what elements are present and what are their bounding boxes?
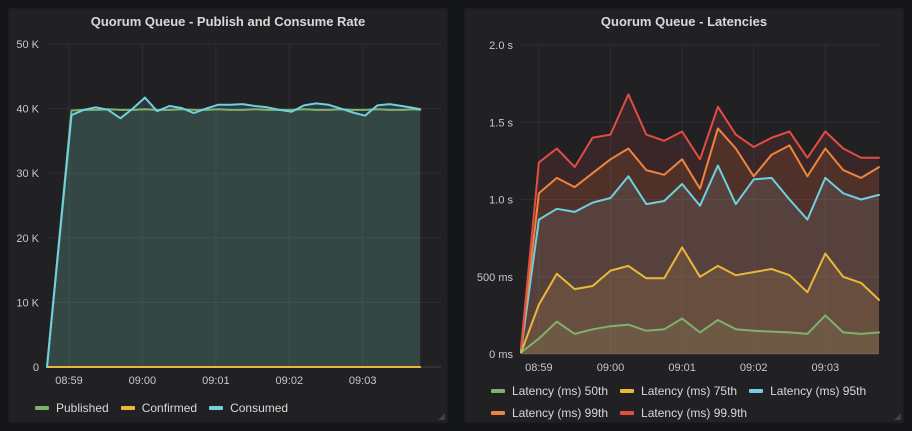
series-area (521, 247, 879, 354)
y-tick-label: 2.0 s (489, 40, 513, 52)
legend-item[interactable]: Latency (ms) 75th (620, 382, 737, 400)
legend-swatch-icon (35, 406, 49, 410)
series-line (520, 127, 880, 351)
series-area (47, 97, 421, 367)
x-tick-label: 09:00 (597, 362, 625, 374)
panel-title[interactable]: Quorum Queue - Publish and Consume Rate (90, 14, 366, 29)
y-tick-label: 500 ms (477, 272, 514, 284)
series-area (521, 128, 879, 354)
legend-label: Consumed (230, 401, 289, 415)
legend-swatch-icon (620, 411, 635, 415)
series-area (521, 315, 879, 354)
chart-legend: Latency (ms) 50th Latency (ms) 75th Latenc… (465, 379, 903, 422)
legend-swatch-icon (120, 406, 135, 410)
series-line (46, 108, 422, 368)
legend-label: Latency (ms) 50th (512, 384, 609, 398)
legend-label: Latency (ms) 99.9th (641, 406, 748, 420)
series-area (47, 109, 421, 367)
legend-item[interactable]: Latency (ms) 99th (491, 404, 608, 422)
x-tick-label: 09:01 (202, 375, 230, 387)
legend-swatch-icon (491, 411, 505, 415)
x-tick-label: 09:02 (740, 362, 768, 374)
legend-item[interactable]: Latency (ms) 50th (491, 382, 608, 400)
series-line (520, 314, 880, 354)
x-tick-label: 09:03 (349, 375, 377, 387)
y-tick-label: 0 (33, 362, 39, 374)
panel-resize-handle-icon[interactable] (894, 413, 901, 420)
legend-item[interactable]: Confirmed (120, 399, 198, 417)
x-tick-label: 09:00 (129, 375, 157, 387)
x-tick-label: 09:02 (276, 375, 304, 387)
legend-label: Latency (ms) 75th (641, 384, 738, 398)
series-line (46, 96, 422, 368)
legend-swatch-icon (209, 406, 224, 410)
y-tick-label: 20 K (16, 233, 39, 245)
chart-legend: Published Confirmed Consumed (9, 396, 447, 421)
legend-item[interactable]: Consumed (209, 399, 288, 417)
y-tick-label: 30 K (16, 168, 39, 180)
panel-publish-consume-rate: Quorum Queue - Publish and Consume Rate … (8, 8, 448, 423)
x-tick-label: 09:03 (812, 362, 840, 374)
panel-resize-handle-icon[interactable] (438, 413, 445, 420)
legend-item[interactable]: Latency (ms) 95th (749, 382, 866, 400)
legend-swatch-icon (620, 389, 635, 393)
legend-label: Latency (ms) 99th (512, 406, 609, 420)
legend-item[interactable]: Published (35, 399, 109, 417)
y-tick-label: 10 K (16, 297, 39, 309)
latencies-chart-canvas[interactable]: 0 ms 500 ms 1.0 s 1.5 s 2.0 s 08:59 09:00 09:01… (465, 33, 905, 379)
legend-swatch-icon (491, 389, 505, 393)
series-line (520, 93, 880, 349)
y-tick-label: 1.5 s (489, 117, 513, 129)
publish-consume-chart-canvas[interactable]: 0 10 K 20 K 30 K 40 K 50 K 08:59 09:00 09:01 09:0… (9, 33, 449, 396)
y-tick-label: 50 K (16, 39, 39, 51)
legend-label: Latency (ms) 95th (770, 384, 867, 398)
panel-latencies: Quorum Queue - Latencies 0 ms 500 ms 1.0 s… (464, 8, 904, 423)
y-tick-label: 1.0 s (489, 195, 513, 207)
legend-label: Published (56, 401, 109, 415)
panel-title[interactable]: Quorum Queue - Latencies (600, 14, 768, 29)
x-tick-label: 09:01 (668, 362, 696, 374)
y-tick-label: 40 K (16, 104, 39, 116)
x-tick-label: 08:59 (55, 375, 83, 387)
series-line (520, 164, 880, 352)
x-tick-label: 08:59 (525, 362, 553, 374)
series-line (520, 246, 880, 354)
y-tick-label: 0 ms (489, 349, 513, 361)
legend-label: Confirmed (141, 401, 198, 415)
legend-item[interactable]: Latency (ms) 99.9th (620, 404, 747, 422)
series-area (521, 165, 879, 354)
legend-swatch-icon (749, 389, 764, 393)
